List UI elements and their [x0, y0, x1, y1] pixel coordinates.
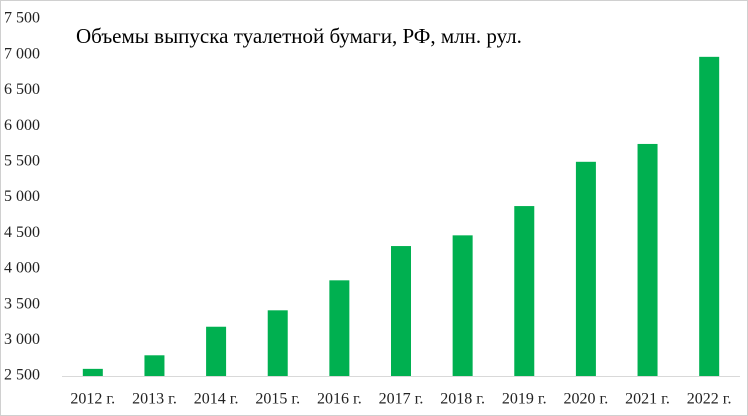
bar — [637, 143, 658, 376]
bar — [699, 56, 720, 376]
bar — [329, 280, 350, 376]
y-tick-label: 6 500 — [4, 81, 40, 98]
bar — [452, 235, 473, 376]
y-tick-label: 4 500 — [4, 224, 40, 241]
bar — [144, 355, 165, 376]
y-tick-label: 2 500 — [4, 367, 40, 384]
bar — [206, 326, 227, 376]
x-tick-label: 2018 г. — [440, 391, 485, 408]
x-tick-label: 2021 г. — [625, 391, 670, 408]
bar — [575, 161, 596, 376]
y-tick-label: 7 500 — [4, 10, 40, 27]
x-tick-label: 2017 г. — [379, 391, 424, 408]
y-tick-label: 7 000 — [4, 45, 40, 62]
x-tick-label: 2019 г. — [502, 391, 547, 408]
bar — [267, 310, 288, 376]
x-tick-label: 2022 г. — [687, 391, 732, 408]
y-tick-label: 3 000 — [4, 331, 40, 348]
chart-title: Объемы выпуска туалетной бумаги, РФ, млн… — [76, 24, 522, 48]
bar — [391, 246, 411, 376]
y-tick-label: 3 500 — [4, 295, 40, 312]
y-tick-label: 6 000 — [4, 117, 40, 134]
x-tick-label: 2014 г. — [194, 391, 239, 408]
y-tick-label: 5 000 — [4, 188, 40, 205]
y-tick-label: 4 000 — [4, 260, 40, 277]
x-tick-label: 2013 г. — [132, 391, 177, 408]
bar — [514, 206, 535, 376]
x-tick-label: 2015 г. — [255, 391, 300, 408]
bar — [82, 368, 103, 376]
y-tick-label: 5 500 — [4, 152, 40, 169]
x-tick-label: 2020 г. — [564, 391, 609, 408]
x-tick-label: 2012 г. — [70, 391, 115, 408]
x-tick-label: 2016 г. — [317, 391, 362, 408]
